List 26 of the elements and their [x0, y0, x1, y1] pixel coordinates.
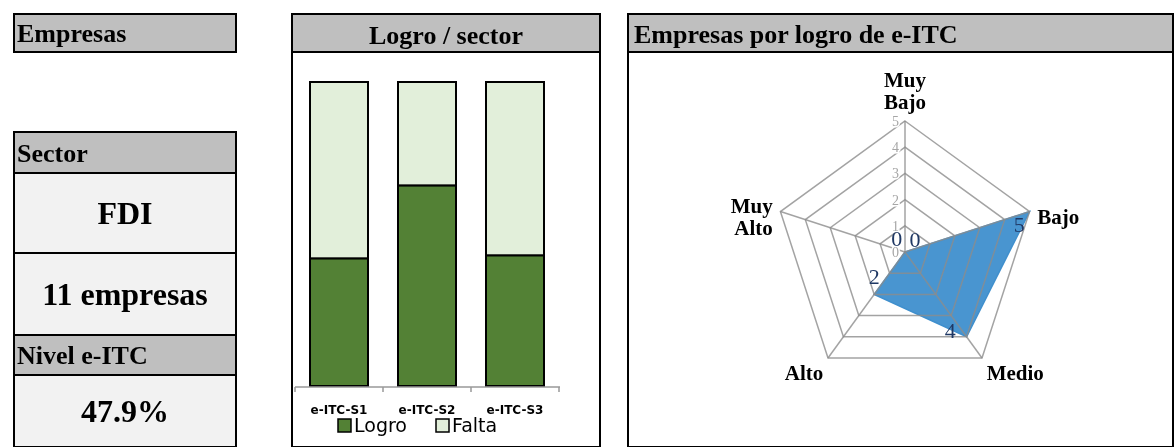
x-tick-label: e-ITC-S3: [486, 403, 544, 417]
y-tick-label: 3: [892, 166, 899, 182]
x-tick-label: e-ITC-S1: [310, 403, 368, 417]
spoke-label: Muy Alto: [730, 193, 774, 240]
data-label: 0: [909, 227, 921, 252]
data-label: 5: [1013, 212, 1025, 238]
text: Sector: [17, 138, 88, 168]
legend-label: Logro: [354, 414, 407, 436]
y-tick-label: 4: [892, 140, 899, 156]
chart-title: Logro / sector: [368, 21, 524, 50]
text: Nivel e-ITC: [17, 341, 148, 370]
y-tick-label: 5: [892, 114, 899, 129]
text: Empresas: [17, 19, 127, 48]
y-tick-label: 0: [892, 245, 899, 260]
x-tick-label: e-ITC-S2: [398, 403, 456, 417]
spoke-label: Alto: [784, 360, 824, 385]
chart-title: Empresas por logro de e-ITC: [634, 20, 958, 49]
legend-label: Falta: [452, 414, 498, 436]
text: 11 empresas: [42, 276, 208, 312]
text: FDI: [97, 195, 153, 231]
spoke-label: Bajo: [1037, 204, 1080, 229]
data-label: 2: [868, 264, 880, 290]
text: 47.9%: [81, 393, 169, 429]
spoke-label: Medio: [986, 360, 1044, 385]
spoke-label: Muy Bajo: [884, 68, 927, 114]
y-tick-label: 2: [892, 192, 899, 208]
